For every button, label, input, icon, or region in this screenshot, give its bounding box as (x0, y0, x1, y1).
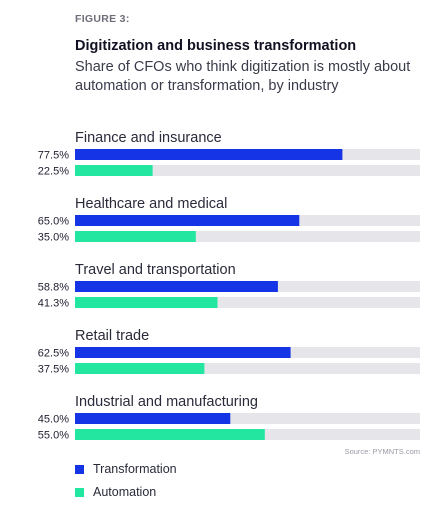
category-label: Healthcare and medical (75, 196, 227, 212)
value-label: 65.0% (38, 216, 69, 228)
legend-label-automation: Automation (93, 485, 157, 499)
value-label: 22.5% (38, 166, 69, 178)
bar-automation (75, 363, 205, 374)
value-label: 35.0% (38, 232, 69, 244)
figure-label: FIGURE 3: (75, 13, 130, 25)
bar-track (75, 363, 420, 374)
value-label: 45.0% (38, 414, 69, 426)
value-label: 55.0% (38, 430, 69, 442)
bar-track (75, 297, 420, 308)
chart-subtitle: Share of CFOs who think digitization is … (75, 59, 411, 94)
value-label: 58.8% (38, 282, 69, 294)
bar-track (75, 413, 420, 424)
bar-automation (75, 297, 218, 308)
category-label: Retail trade (75, 328, 149, 344)
legend-swatch-transformation (75, 464, 84, 474)
value-label: 37.5% (38, 364, 69, 376)
bar-track (75, 231, 420, 242)
source-note: Source: PYMNTS.com (344, 447, 420, 456)
bar-automation (75, 165, 153, 176)
legend-swatch-automation (75, 487, 84, 497)
category-label: Travel and transportation (75, 262, 236, 278)
bar-automation (75, 429, 265, 440)
value-label: 62.5% (38, 348, 69, 360)
bar-track (75, 165, 420, 176)
category-label: Finance and insurance (75, 130, 222, 146)
bar-transformation (75, 215, 300, 226)
category-label: Industrial and manufacturing (75, 394, 258, 410)
bar-transformation (75, 149, 343, 160)
bar-chart: Finance and insurance 77.5% 22.5% Healthcar… (38, 130, 420, 442)
value-label: 41.3% (38, 298, 69, 310)
bar-transformation (75, 347, 291, 358)
legend-transformation: Transformation (75, 462, 177, 476)
bar-automation (75, 231, 196, 242)
chart-title: Digitization and business transformation (75, 38, 357, 54)
legend-label-transformation: Transformation (93, 462, 177, 476)
bar-transformation (75, 413, 231, 424)
legend-automation: Automation (75, 485, 156, 499)
bar-transformation (75, 281, 278, 292)
value-label: 77.5% (38, 150, 69, 162)
